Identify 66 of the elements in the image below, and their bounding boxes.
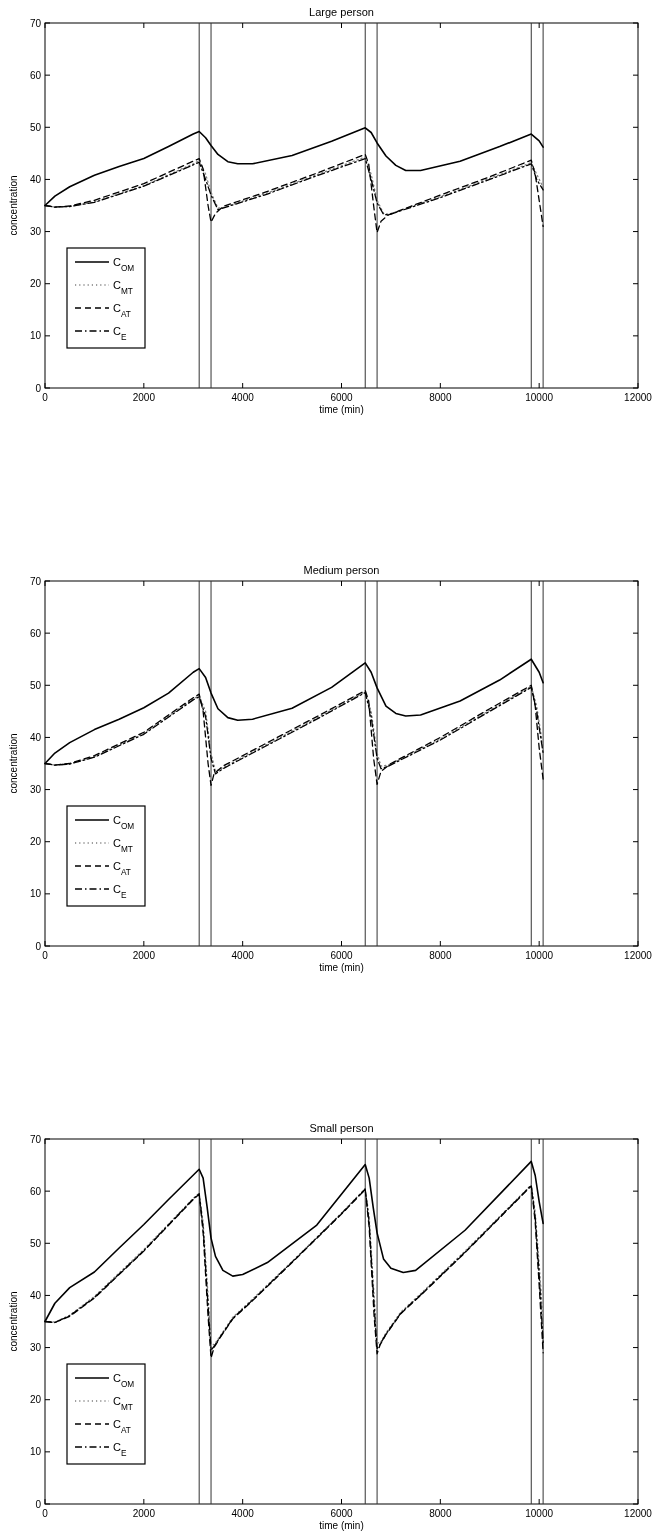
x-tick-label: 0 bbox=[42, 392, 49, 403]
y-tick-label: 20 bbox=[29, 836, 42, 848]
x-tick-label: 6000 bbox=[330, 1508, 354, 1519]
x-axis-title: time (min) bbox=[319, 404, 364, 415]
x-axis-title: time (min) bbox=[319, 1520, 364, 1531]
y-axis-title: concentration bbox=[8, 1291, 19, 1352]
x-tick-label: 12000 bbox=[624, 392, 653, 403]
y-tick-label: 50 bbox=[29, 679, 42, 691]
legend-label: C$_{AT}$ bbox=[113, 1418, 131, 1435]
y-tick-label: 70 bbox=[29, 17, 42, 29]
y-tick-label: 10 bbox=[29, 888, 42, 900]
legend-label: C$_{AT}$ bbox=[113, 302, 131, 319]
chart-title: Small person bbox=[309, 1122, 374, 1134]
x-tick-label: 2000 bbox=[132, 1508, 156, 1519]
y-tick-label: 50 bbox=[29, 121, 42, 133]
y-tick-label: 70 bbox=[29, 1133, 42, 1145]
legend-label: C$_{MT}$ bbox=[113, 279, 133, 296]
y-tick-label: 50 bbox=[29, 1237, 42, 1249]
y-tick-label: 0 bbox=[35, 1498, 42, 1510]
y-tick-label: 30 bbox=[29, 784, 42, 796]
x-tick-label: 0 bbox=[42, 1508, 49, 1519]
x-tick-label: 10000 bbox=[525, 1508, 554, 1519]
y-tick-label: 40 bbox=[29, 731, 42, 743]
y-tick-label: 0 bbox=[35, 940, 42, 952]
legend-label: C$_{OM}$ bbox=[113, 814, 135, 831]
y-tick-label: 10 bbox=[29, 1446, 42, 1458]
y-tick-label: 60 bbox=[29, 1185, 42, 1197]
chart-title: Medium person bbox=[303, 564, 380, 576]
x-tick-label: 8000 bbox=[429, 1508, 452, 1519]
x-tick-label: 4000 bbox=[231, 1508, 255, 1519]
legend-label: C$_{AT}$ bbox=[113, 860, 131, 877]
x-tick-label: 0 bbox=[42, 950, 49, 961]
x-tick-label: 10000 bbox=[525, 392, 554, 403]
legend-label: C$_{E}$ bbox=[113, 1441, 127, 1458]
y-tick-label: 60 bbox=[29, 69, 42, 81]
y-tick-label: 0 bbox=[35, 382, 42, 394]
legend-label: C$_{OM}$ bbox=[113, 1372, 135, 1389]
legend-label: C$_{MT}$ bbox=[113, 837, 133, 854]
x-tick-label: 12000 bbox=[624, 950, 653, 961]
y-tick-label: 30 bbox=[29, 1342, 42, 1354]
chart-title: Large person bbox=[309, 6, 374, 18]
y-axis-title: concentration bbox=[8, 733, 19, 794]
x-tick-label: 6000 bbox=[330, 392, 354, 403]
legend-label: C$_{MT}$ bbox=[113, 1395, 133, 1412]
x-tick-label: 2000 bbox=[132, 392, 156, 403]
y-tick-label: 40 bbox=[29, 1289, 42, 1301]
x-tick-label: 8000 bbox=[429, 950, 452, 961]
y-tick-label: 10 bbox=[29, 330, 42, 342]
y-tick-label: 70 bbox=[29, 575, 42, 587]
legend-label: C$_{E}$ bbox=[113, 883, 127, 900]
y-tick-label: 30 bbox=[29, 226, 42, 238]
x-tick-label: 4000 bbox=[231, 392, 255, 403]
y-tick-label: 60 bbox=[29, 627, 42, 639]
x-tick-label: 12000 bbox=[624, 1508, 653, 1519]
x-tick-label: 6000 bbox=[330, 950, 354, 961]
y-axis-title: concentration bbox=[8, 175, 19, 236]
legend-label: C$_{OM}$ bbox=[113, 256, 135, 273]
y-tick-label: 40 bbox=[29, 173, 42, 185]
y-tick-label: 20 bbox=[29, 1394, 42, 1406]
x-tick-label: 4000 bbox=[231, 950, 255, 961]
legend-label: C$_{E}$ bbox=[113, 325, 127, 342]
x-tick-label: 8000 bbox=[429, 392, 452, 403]
x-tick-label: 2000 bbox=[132, 950, 156, 961]
y-tick-label: 20 bbox=[29, 278, 42, 290]
x-tick-label: 10000 bbox=[525, 950, 554, 961]
x-axis-title: time (min) bbox=[319, 962, 364, 973]
